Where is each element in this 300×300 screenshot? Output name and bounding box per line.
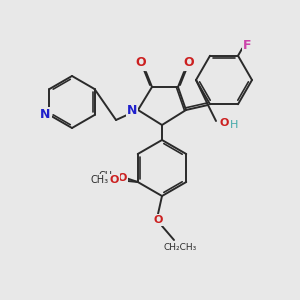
Text: H: H xyxy=(230,120,238,130)
Text: O: O xyxy=(219,118,229,128)
Text: O: O xyxy=(136,56,146,70)
Text: O: O xyxy=(184,56,194,70)
Text: N: N xyxy=(127,103,137,116)
Text: CH₂CH₃: CH₂CH₃ xyxy=(164,244,196,253)
Text: O: O xyxy=(109,175,119,185)
Text: N: N xyxy=(40,109,51,122)
Text: O: O xyxy=(153,215,163,225)
Text: CH₃: CH₃ xyxy=(99,171,117,181)
Text: CH₃: CH₃ xyxy=(91,175,109,185)
Text: F: F xyxy=(243,39,251,52)
Text: O: O xyxy=(117,173,126,183)
